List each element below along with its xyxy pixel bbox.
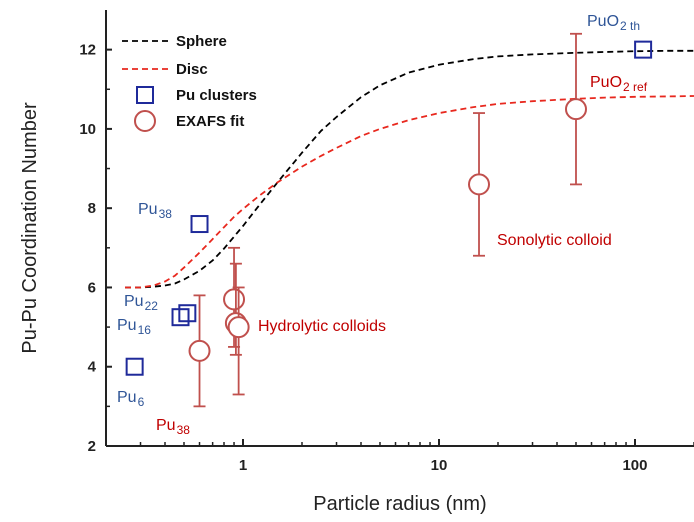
data-markers	[125, 32, 653, 408]
y-tick-label: 10	[79, 121, 96, 138]
exafs-marker	[227, 316, 250, 339]
exafs-marker	[223, 288, 246, 311]
y-tick-label: 12	[79, 42, 96, 59]
x-tick-label: 10	[431, 457, 448, 474]
pu-cluster-marker	[125, 357, 144, 376]
model-curves	[125, 49, 694, 289]
exafs-marker	[188, 339, 211, 362]
legend: Sphere Disc Pu clusters EXAFS fit	[122, 33, 257, 132]
axis-labels: Particle radius (nm) Pu-Pu Coordination N…	[19, 102, 487, 515]
x-tick-label: 1	[239, 457, 247, 474]
annotation-label: Pu16	[117, 317, 151, 337]
annotation-label: Pu22	[124, 293, 158, 313]
y-tick-label: 4	[88, 359, 97, 376]
disc-curve	[125, 95, 694, 289]
pu-cluster-marker	[171, 308, 190, 327]
legend-square-swatch	[136, 86, 154, 104]
annotation-label: Pu6	[117, 389, 145, 409]
y-tick-label: 8	[88, 200, 96, 217]
x-axis-title: Particle radius (nm)	[313, 493, 486, 515]
pu-cluster-marker	[178, 304, 197, 323]
point-annotations: Pu38 Pu22 Pu16 Pu6 Pu38 PuO2 th PuO2 ref Hydrol…	[117, 13, 648, 437]
y-tick-label: 6	[88, 279, 96, 296]
pu-cluster-marker	[634, 40, 653, 59]
x-tick-label: 100	[622, 457, 647, 474]
exafs-marker	[564, 98, 587, 121]
plot-frame: 2 4 6 8 10 12 1 10 100	[79, 10, 694, 474]
annotation-label: Pu38	[138, 201, 172, 221]
legend-label: Disc	[176, 61, 208, 78]
y-axis-title: Pu-Pu Coordination Number	[19, 102, 41, 354]
legend-label: Pu clusters	[176, 87, 257, 104]
exafs-marker	[468, 173, 491, 196]
y-tick-label: 2	[88, 438, 96, 455]
pu-cluster-marker	[190, 215, 209, 234]
sphere-curve	[125, 49, 694, 289]
annotation-label: Sonolytic colloid	[497, 232, 612, 249]
annotation-label: PuO2 ref	[590, 74, 648, 94]
legend-label: Sphere	[176, 33, 227, 50]
legend-circle-swatch	[134, 110, 156, 132]
legend-label: EXAFS fit	[176, 113, 244, 130]
annotation-label: Pu38	[156, 417, 190, 437]
annotation-label: PuO2 th	[587, 13, 640, 33]
annotation-label: Hydrolytic colloids	[258, 318, 386, 335]
